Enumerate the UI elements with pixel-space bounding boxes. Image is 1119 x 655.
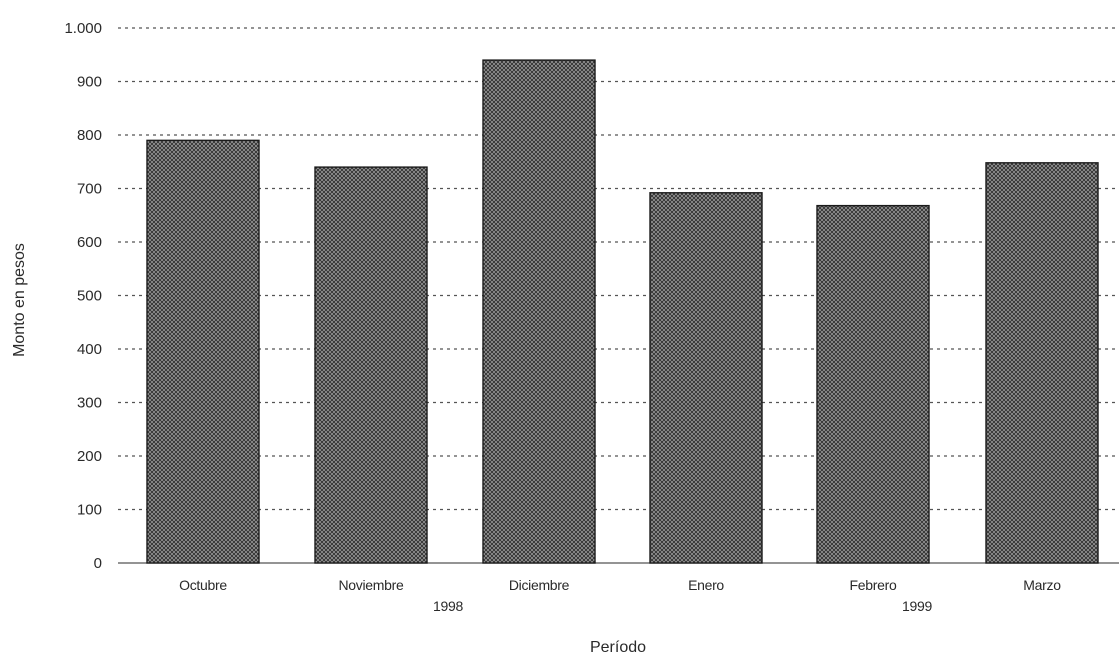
- x-tick-label: Octubre: [179, 577, 227, 593]
- y-tick-label: 0: [94, 555, 102, 572]
- y-tick-labels: 0 100 200 300 400 500 600 700 800 900 1.000: [64, 20, 102, 572]
- y-tick-label: 500: [77, 288, 102, 305]
- bar-marzo: [985, 162, 1099, 564]
- year-group-labels: 1998 1999: [433, 598, 933, 614]
- bar-febrero: [816, 204, 930, 564]
- y-tick-label: 400: [77, 341, 102, 358]
- y-tick-label: 1.000: [64, 20, 102, 37]
- x-tick-label: Febrero: [850, 577, 897, 593]
- bar-diciembre: [482, 59, 596, 564]
- x-axis-title: Período: [590, 639, 646, 655]
- y-tick-label: 900: [77, 74, 102, 91]
- x-tick-label: Diciembre: [509, 577, 570, 593]
- y-tick-label: 700: [77, 181, 102, 198]
- y-axis-title: Monto en pesos: [11, 243, 28, 357]
- year-group-label: 1998: [433, 598, 463, 614]
- bar-octubre: [146, 139, 260, 564]
- year-group-label: 1999: [902, 598, 932, 614]
- bar-enero: [649, 192, 763, 564]
- y-tick-label: 300: [77, 395, 102, 412]
- x-tick-label: Marzo: [1023, 577, 1061, 593]
- y-tick-label: 800: [77, 127, 102, 144]
- y-tick-label: 100: [77, 502, 102, 519]
- x-tick-labels: Octubre Noviembre Diciembre Enero Febrero Mar…: [179, 577, 1061, 593]
- y-tick-label: 200: [77, 448, 102, 465]
- y-tick-label: 600: [77, 234, 102, 251]
- bars: [146, 59, 1099, 564]
- x-tick-label: Enero: [688, 577, 724, 593]
- x-tick-label: Noviembre: [339, 577, 405, 593]
- gridlines: [118, 27, 1119, 564]
- bar-noviembre: [314, 166, 428, 564]
